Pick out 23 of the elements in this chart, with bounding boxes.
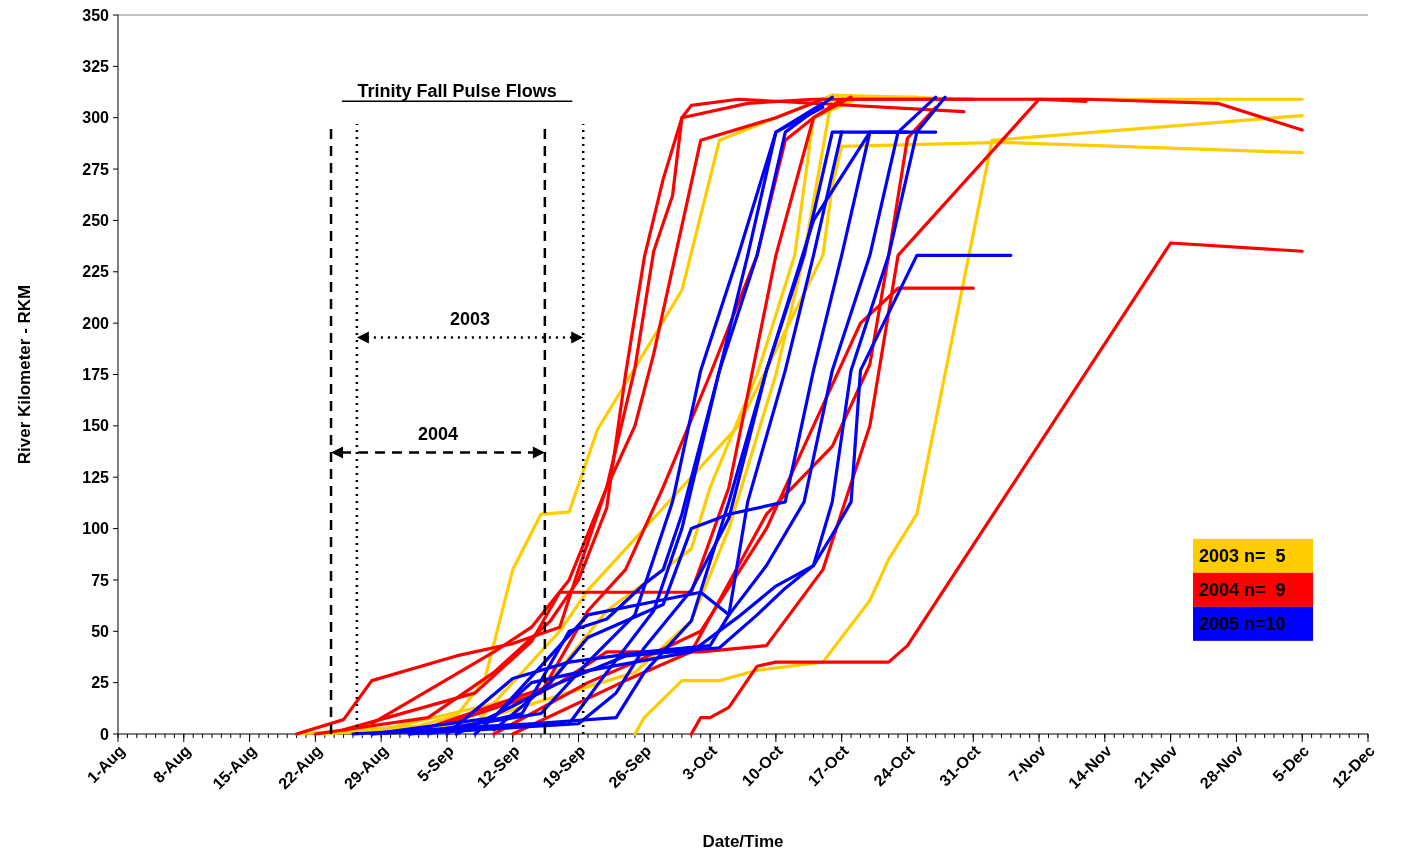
annotation: Trinity Fall Pulse Flows bbox=[357, 81, 557, 102]
y-tick-label: 0 bbox=[100, 725, 110, 743]
y-tick-label: 350 bbox=[82, 6, 110, 24]
text: 2004 n= 9 bbox=[1199, 580, 1286, 601]
text: 2003 n= 5 bbox=[1199, 546, 1286, 567]
y-tick-label: 75 bbox=[91, 571, 110, 589]
annotation: 2003 bbox=[450, 308, 491, 329]
y-tick-label: 100 bbox=[82, 520, 110, 538]
y-tick-label: 200 bbox=[82, 314, 110, 332]
y-tick-label: 275 bbox=[82, 160, 110, 178]
y-tick-label: 25 bbox=[91, 674, 110, 692]
x-axis-title: Date/Time bbox=[702, 832, 784, 851]
y-tick-label: 150 bbox=[82, 417, 110, 435]
text: 2005 n=10 bbox=[1199, 614, 1286, 635]
y-tick-label: 125 bbox=[82, 468, 110, 486]
y-tick-label: 175 bbox=[82, 366, 110, 384]
y-tick-label: 325 bbox=[82, 57, 110, 75]
y-axis-title: River Kilometer - RKM bbox=[15, 284, 34, 465]
y-tick-label: 50 bbox=[91, 622, 110, 640]
y-tick-label: 250 bbox=[82, 212, 110, 230]
annotation: 2004 bbox=[417, 423, 458, 444]
y-tick-label: 300 bbox=[82, 109, 110, 127]
y-tick-label: 225 bbox=[82, 263, 110, 281]
